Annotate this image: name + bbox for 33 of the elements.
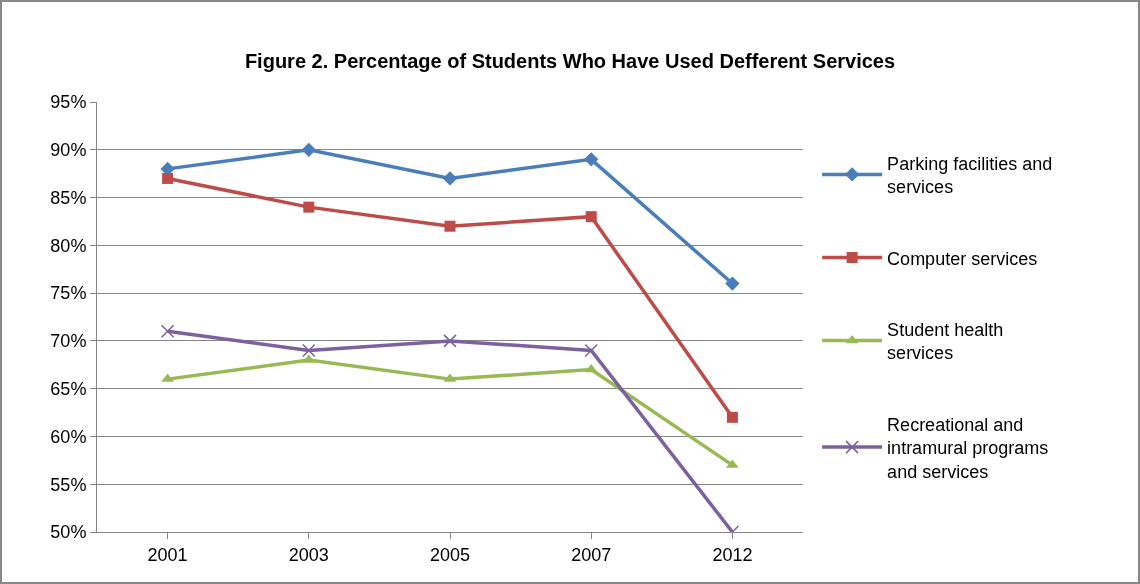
point [444,220,456,232]
point [584,343,598,358]
x-tick-label: 2005 [429,544,471,565]
chart-title: Figure 2. Percentage of Students Who Have Used Defferent Services [244,50,896,73]
y-tick-label: 90% [50,140,87,161]
point [443,334,457,348]
x-tick-label: 2012 [712,544,753,565]
legend-label: Student health services [887,319,1004,364]
point [585,211,597,223]
legend-label: Computer services [887,248,1038,269]
y-tick-label: 75% [50,283,87,304]
point [584,152,599,167]
legend-label: Parking facilities and services [887,153,1053,198]
y-tick-label: 50% [50,522,87,543]
y-tick-label: 85% [50,187,87,208]
point [442,171,458,186]
point [301,142,316,157]
x-tick-label: 2007 [571,544,612,565]
point [726,411,738,423]
y-tick-label: 55% [50,474,87,495]
y-tick-label: 65% [50,378,87,399]
point [302,343,316,358]
y-tick-label: 80% [50,235,87,256]
x-tick-label: 2001 [147,544,188,565]
legend-label: Recreational and intramural programs and services [887,414,1049,482]
point [162,172,174,184]
y-tick-label: 60% [50,426,87,447]
y-tick-label: 70% [50,331,87,352]
point [160,324,175,339]
point [725,276,740,291]
x-tick-label: 2003 [288,544,329,565]
point [303,201,315,213]
y-tick-label: 95% [50,92,87,113]
